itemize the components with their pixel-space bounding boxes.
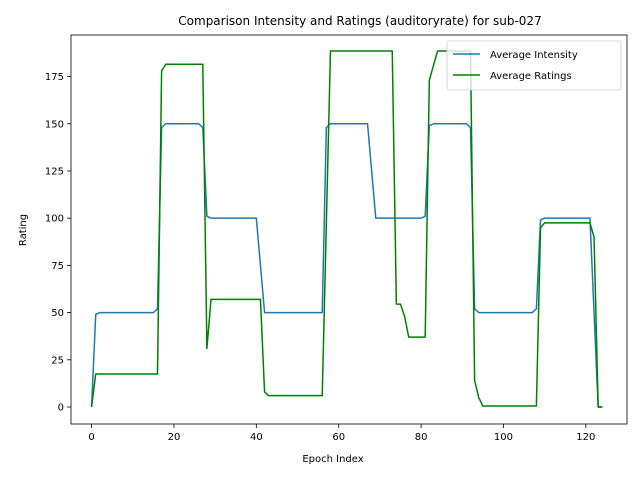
legend: Average Intensity Average Ratings [446,40,622,91]
legend-label: Average Intensity [490,50,578,61]
x-axis: 0 20 40 60 80 100 120 [88,424,595,443]
x-tick-label: 40 [250,432,263,443]
y-tick-label: 125 [45,166,64,177]
y-tick-label: 75 [51,261,64,272]
series-line-2 [90,50,603,408]
x-tick-label: 100 [494,432,513,443]
x-tick-label: 0 [88,432,94,443]
chart-title: Comparison Intensity and Ratings (audito… [178,14,541,28]
plot-frame [70,34,628,425]
y-tick-label: 25 [51,355,64,366]
legend-box [446,40,622,91]
series-layer [90,50,603,408]
y-axis: 0 25 50 75 100 125 150 175 [45,72,71,414]
x-tick-label: 120 [576,432,595,443]
y-tick-label: 50 [51,308,64,319]
x-tick-label: 20 [168,432,181,443]
y-tick-label: 175 [45,72,64,83]
y-tick-label: 100 [45,214,64,225]
y-tick-label: 150 [45,119,64,130]
series-line-1 [90,123,603,408]
y-axis-label: Rating [18,214,29,246]
x-tick-label: 80 [415,432,428,443]
x-axis-label: Epoch Index [302,454,363,465]
y-tick-label: 0 [58,403,64,414]
legend-label: Average Ratings [490,71,572,82]
x-tick-label: 60 [332,432,345,443]
